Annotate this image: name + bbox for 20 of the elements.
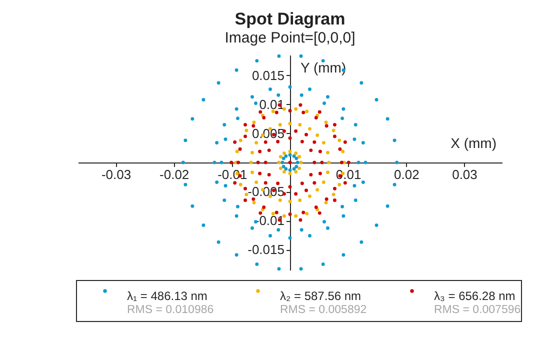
- y-tick-label: -0.01: [254, 213, 284, 228]
- y-axis-title: Y (mm): [300, 60, 346, 76]
- y-tick-label: -0.015: [248, 242, 284, 258]
- legend-label: λ₂ = 587.56 nm: [280, 289, 362, 303]
- chart-subtitle: Image Point=[0,0,0]: [224, 29, 356, 46]
- x-tick-label: -0.03: [101, 167, 132, 182]
- x-tick-label: -0.01: [218, 167, 248, 182]
- text: RMS = 0.010986: [127, 304, 214, 316]
- x-tick-label: 0.02: [394, 167, 420, 182]
- x-tick-label: 0.03: [452, 167, 478, 182]
- x-tick-label: 0.01: [336, 167, 362, 182]
- text: RMS = 0.005892: [280, 304, 367, 316]
- text: RMS = 0.007596: [434, 304, 521, 316]
- chart-title: Spot Diagram: [234, 9, 346, 28]
- y-tick-label: 0.015: [252, 68, 284, 83]
- x-tick-label: -0.02: [160, 167, 190, 182]
- y-tick-label: 0.01: [259, 96, 284, 112]
- legend-label: λ₃ = 656.28 nm: [434, 289, 516, 303]
- legend-label: λ₁ = 486.13 nm: [127, 289, 208, 303]
- x-axis-title: X (mm): [450, 135, 496, 151]
